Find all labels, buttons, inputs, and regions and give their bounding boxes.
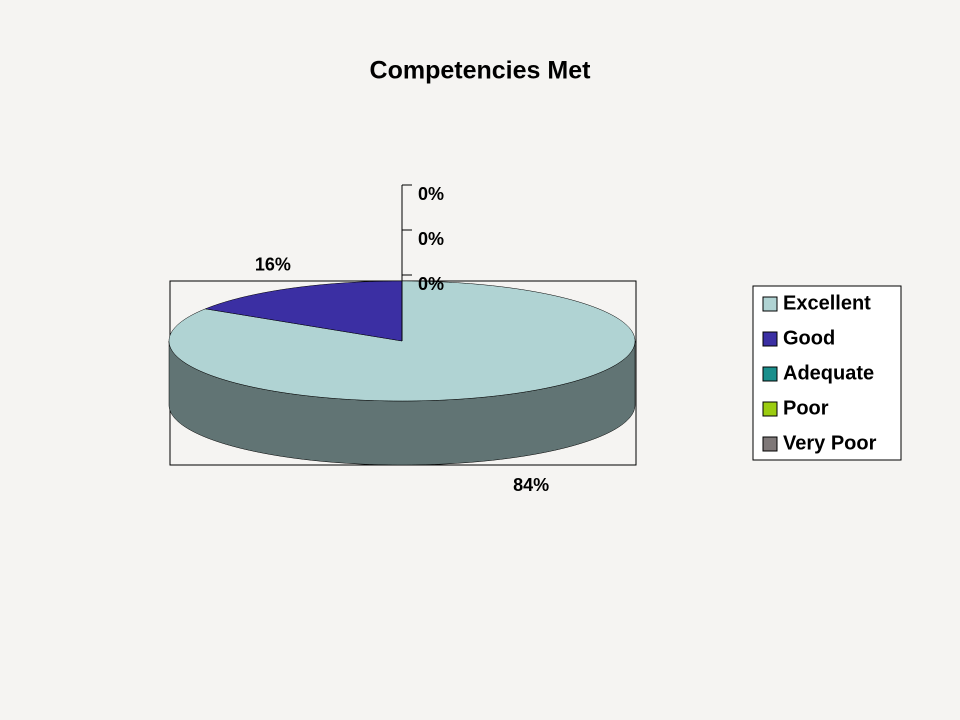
legend-swatch	[762, 296, 778, 312]
legend-label: Good	[783, 327, 835, 349]
legend-label: Very Poor	[783, 432, 877, 454]
legend-swatch	[762, 401, 778, 417]
data-label: 0%	[418, 229, 444, 249]
data-label: 0%	[418, 184, 444, 204]
legend-swatch	[762, 366, 778, 382]
pie-slice	[204, 280, 403, 342]
legend-swatch	[762, 436, 778, 452]
legend-frame	[752, 285, 902, 461]
data-label: 84%	[513, 475, 549, 495]
legend-label: Excellent	[783, 292, 871, 314]
legend-label: Adequate	[783, 362, 874, 384]
legend-swatch	[762, 331, 778, 347]
data-label: 0%	[418, 274, 444, 294]
legend-label: Poor	[783, 397, 829, 419]
chart-title: Competencies Met	[370, 57, 592, 85]
data-label: 16%	[255, 255, 291, 275]
